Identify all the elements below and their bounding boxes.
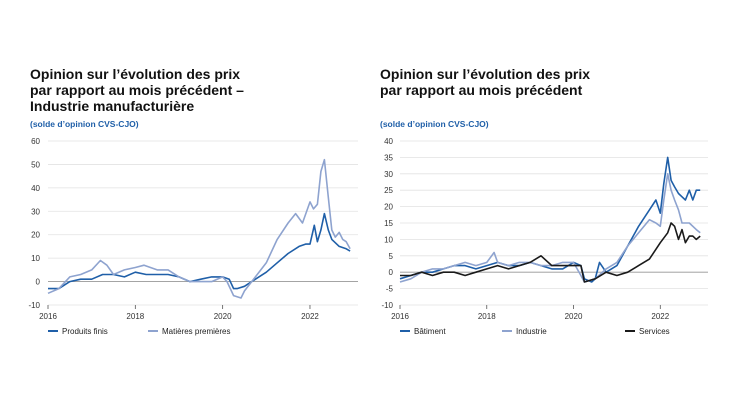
left-series-line-1: [47, 158, 351, 299]
right-series-line-2: [400, 222, 701, 283]
left-chart-subtitle: (solde d’opinion CVS-CJO): [30, 119, 139, 129]
right-ytick-1: -5: [386, 285, 394, 294]
left-ytick-0: -10: [28, 301, 40, 310]
left-legend-label-0: Produits finis: [62, 327, 108, 336]
right-series-line-1: [399, 173, 701, 283]
left-xtick-3: 2022: [301, 312, 319, 321]
left-ytick-2: 10: [31, 254, 40, 263]
right-title-line-1: Opinion sur l’évolution des prix: [380, 66, 591, 82]
right-ytick-4: 10: [384, 235, 393, 244]
right-ytick-8: 30: [384, 170, 393, 179]
right-ytick-2: 0: [389, 268, 394, 277]
left-xtick-2: 2020: [214, 312, 232, 321]
right-legend-label-1: Industrie: [516, 327, 547, 336]
left-ytick-1: 0: [36, 278, 41, 287]
left-ytick-3: 20: [31, 231, 40, 240]
right-xtick-0: 2016: [391, 312, 409, 321]
right-ytick-3: 5: [389, 252, 394, 261]
right-chart-title: Opinion sur l’évolution des prix par rap…: [380, 66, 710, 98]
left-series-line-0: [48, 212, 351, 290]
right-ytick-5: 15: [384, 219, 393, 228]
left-title-line-3: Industrie manufacturière: [30, 98, 195, 114]
right-series-line-0: [399, 156, 701, 283]
left-xtick-0: 2016: [39, 312, 57, 321]
right-ytick-10: 40: [384, 137, 393, 146]
right-xtick-2: 2020: [565, 312, 583, 321]
right-ytick-9: 35: [384, 153, 393, 162]
right-chart-subtitle: (solde d’opinion CVS-CJO): [380, 119, 489, 129]
right-legend-label-2: Services: [639, 327, 670, 336]
left-ytick-7: 60: [31, 137, 40, 146]
left-ytick-5: 40: [31, 184, 40, 193]
left-title-line-2: par rapport au mois précédent –: [30, 82, 244, 98]
right-xtick-3: 2022: [651, 312, 669, 321]
right-legend-label-0: Bâtiment: [414, 327, 446, 336]
left-title-line-1: Opinion sur l’évolution des prix: [30, 66, 241, 82]
right-ytick-7: 25: [384, 186, 393, 195]
right-title-line-2: par rapport au mois précédent: [380, 82, 583, 98]
left-xtick-1: 2018: [126, 312, 144, 321]
left-legend-label-1: Matières premières: [162, 327, 230, 336]
left-ytick-6: 50: [31, 160, 40, 169]
left-chart-title: Opinion sur l’évolution des prix par rap…: [30, 66, 350, 114]
left-ytick-4: 30: [31, 207, 40, 216]
right-ytick-6: 20: [384, 203, 393, 212]
right-xtick-1: 2018: [478, 312, 496, 321]
right-ytick-0: -10: [381, 301, 393, 310]
